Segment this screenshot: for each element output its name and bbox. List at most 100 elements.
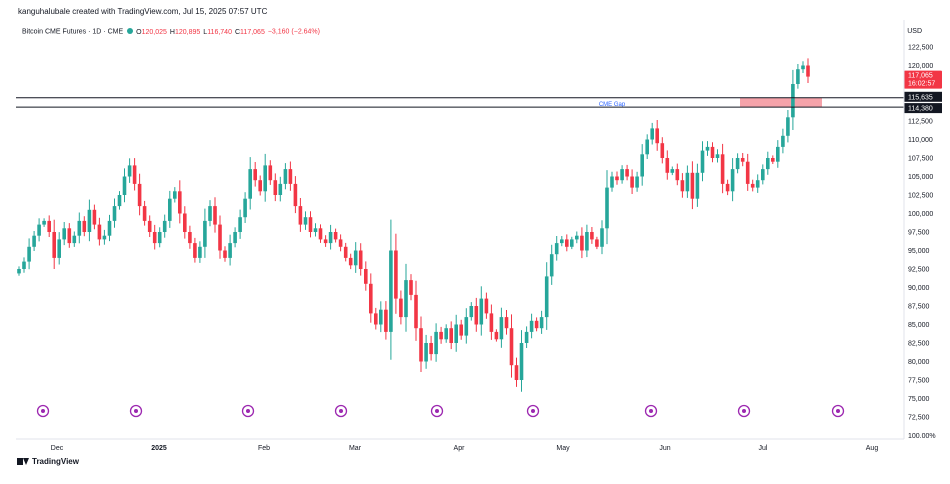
candle-body <box>519 343 524 380</box>
candle <box>343 242 348 262</box>
candle-body <box>690 172 695 199</box>
candle <box>424 334 428 369</box>
candle-body <box>700 150 705 173</box>
candle-body <box>469 306 474 318</box>
candle <box>223 246 227 262</box>
candle-body <box>766 158 770 170</box>
candle-body <box>590 232 594 240</box>
high-value: 120,895 <box>174 28 201 36</box>
candle-body <box>268 165 273 181</box>
candle <box>670 166 675 176</box>
candle-body <box>273 180 278 195</box>
candle-body <box>32 235 36 247</box>
candle-body <box>720 154 725 184</box>
candle-body <box>474 306 479 325</box>
candle <box>243 192 247 223</box>
candle-body <box>112 206 117 221</box>
candle <box>308 211 313 238</box>
candle <box>419 316 423 372</box>
event-marker-icon[interactable] <box>129 404 143 418</box>
candle <box>650 122 654 145</box>
candle-body <box>454 324 458 343</box>
candle <box>263 153 267 202</box>
candle-body <box>157 232 162 244</box>
candle <box>228 234 232 266</box>
candle-body <box>715 154 720 158</box>
candle-body <box>439 331 443 340</box>
last-price-label: 117,065 <box>908 73 933 80</box>
level-price-badge <box>904 103 942 114</box>
tradingview-logo[interactable]: TradingView <box>17 457 79 466</box>
candle-body <box>308 217 313 232</box>
candle-body <box>695 172 700 199</box>
candle <box>157 227 162 248</box>
price-tick-label: 120,000 <box>908 63 933 70</box>
time-axis-label: Jul <box>759 445 768 452</box>
price-tick-label: 95,000 <box>908 248 930 255</box>
candle <box>600 220 604 255</box>
candle-body <box>479 298 484 325</box>
event-marker-icon[interactable] <box>737 404 751 418</box>
event-marker-icon[interactable] <box>430 404 444 418</box>
candle-body <box>67 228 72 244</box>
candle <box>298 198 303 232</box>
candle <box>203 208 207 258</box>
candle <box>283 163 288 190</box>
candle <box>484 292 489 319</box>
price-tick-label: 105,000 <box>908 174 933 181</box>
candle <box>494 329 499 342</box>
candle <box>534 317 539 332</box>
candle-body <box>786 117 790 136</box>
candle <box>107 214 112 242</box>
candle <box>755 174 760 193</box>
candle <box>27 238 31 270</box>
candle-body <box>514 365 519 380</box>
countdown-label: 16:02:57 <box>908 81 935 88</box>
symbol-name[interactable]: Bitcoin CME Futures · 1D · CME <box>22 28 124 36</box>
candle <box>278 176 283 202</box>
candle <box>233 227 237 248</box>
candle-body <box>379 309 383 325</box>
candle-body <box>791 84 795 118</box>
candle-body <box>92 209 97 225</box>
candle <box>429 335 433 361</box>
candle-body <box>238 217 242 232</box>
high-label: H <box>169 28 175 36</box>
candle-body <box>17 269 21 274</box>
time-axis-label: Feb <box>258 445 270 452</box>
event-marker-icon[interactable] <box>241 404 255 418</box>
event-marker-icon[interactable] <box>831 404 845 418</box>
candle-body <box>248 169 252 199</box>
candle-body <box>771 158 775 162</box>
candle-body <box>429 343 433 355</box>
event-marker-dot <box>742 409 746 413</box>
event-marker-dot <box>836 409 840 413</box>
event-marker-dot <box>41 409 45 413</box>
candle-body <box>600 228 604 247</box>
candle-body <box>57 239 61 258</box>
candle <box>364 261 368 291</box>
tradingview-icon <box>17 457 29 466</box>
candle-body <box>298 206 303 225</box>
candle <box>137 173 142 216</box>
candle <box>660 137 665 164</box>
candle-body <box>72 235 77 244</box>
event-marker-icon[interactable] <box>334 404 348 418</box>
event-marker-icon[interactable] <box>644 404 658 418</box>
candle-body <box>705 146 710 151</box>
candle <box>183 206 187 239</box>
candle <box>379 301 383 333</box>
candle-body <box>82 220 87 232</box>
candle-body <box>650 128 654 140</box>
candle-body <box>374 313 378 325</box>
candle <box>112 198 117 228</box>
candle <box>685 165 690 198</box>
candle <box>519 330 524 392</box>
candle-body <box>494 331 499 340</box>
event-marker-icon[interactable] <box>526 404 540 418</box>
candle <box>77 212 82 244</box>
event-marker-icon[interactable] <box>36 404 50 418</box>
candle-body <box>223 250 227 258</box>
candle <box>338 234 343 252</box>
